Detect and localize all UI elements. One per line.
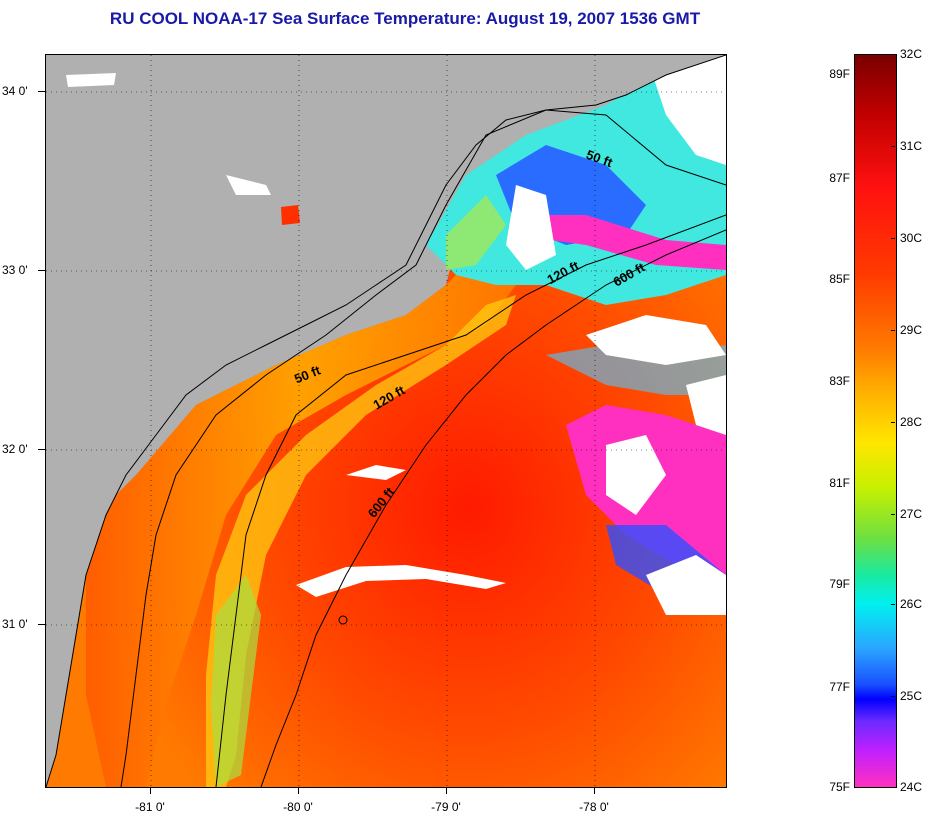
island-2 xyxy=(226,175,271,195)
colorbar-tick xyxy=(891,514,895,515)
lon-label-80: -80 0' xyxy=(283,800,313,814)
isobath-600ft xyxy=(260,229,726,787)
colorbar-f-89: 89F xyxy=(829,67,850,81)
coastline xyxy=(46,55,726,787)
colorbar-c-32: 32C xyxy=(900,47,923,61)
cloud-streak-2 xyxy=(346,465,406,480)
colorbar-c-29: 29C xyxy=(900,323,923,337)
island-1 xyxy=(66,73,116,87)
colorbar-c-27: 27C xyxy=(900,507,923,521)
land-mass xyxy=(46,55,726,787)
lat-tick-31 xyxy=(38,624,45,625)
temperature-colorbar xyxy=(854,54,897,788)
lat-label-33: 33 0' xyxy=(2,263,28,277)
colorbar-tick xyxy=(891,422,895,423)
lon-tick-81 xyxy=(150,787,151,794)
cold-core-magenta xyxy=(516,215,726,270)
colorbar-tick xyxy=(891,238,895,239)
lat-label-32: 32 0' xyxy=(2,442,28,456)
lon-tick-80 xyxy=(298,787,299,794)
colorbar-tick xyxy=(891,696,895,697)
cloud-streak xyxy=(296,565,506,597)
isobath-50ft xyxy=(120,109,726,787)
colorbar-c-24: 24C xyxy=(900,780,923,794)
graticule xyxy=(46,55,726,787)
cloud-east-3 xyxy=(686,375,726,435)
colorbar-tick xyxy=(891,146,895,147)
sst-map-canvas xyxy=(46,55,726,787)
lat-tick-34 xyxy=(38,91,45,92)
colorbar-f-79: 79F xyxy=(829,577,850,591)
colorbar-c-26: 26C xyxy=(900,597,923,611)
colorbar-c-31: 31C xyxy=(900,139,923,153)
colorbar-f-83: 83F xyxy=(829,374,850,388)
colorbar-f-85: 85F xyxy=(829,272,850,286)
island-3 xyxy=(281,205,300,225)
colorbar-c-25: 25C xyxy=(900,689,923,703)
isobath-120ft xyxy=(215,214,726,787)
colorbar-c-28: 28C xyxy=(900,415,923,429)
lon-tick-79 xyxy=(446,787,447,794)
lon-label-81: -81 0' xyxy=(135,800,165,814)
lon-label-79: -79 0' xyxy=(431,800,461,814)
lon-label-78: -78 0' xyxy=(579,800,609,814)
lat-tick-33 xyxy=(38,270,45,271)
map-title: RU COOL NOAA-17 Sea Surface Temperature:… xyxy=(109,9,701,28)
colorbar-f-87: 87F xyxy=(829,171,850,185)
lat-label-34: 34 0' xyxy=(2,84,28,98)
colorbar-tick xyxy=(891,604,895,605)
lat-label-31: 31 0' xyxy=(2,617,28,631)
cloud-north-east xyxy=(646,55,726,165)
sst-map[interactable]: 50 ft 120 ft 600 ft 50 ft 120 ft 600 ft xyxy=(45,54,727,788)
green-north xyxy=(446,195,506,270)
colorbar-f-75: 75F xyxy=(829,780,850,794)
colorbar-c-30: 30C xyxy=(900,231,923,245)
station-marker xyxy=(338,615,348,625)
cloud-north xyxy=(506,185,556,270)
colorbar-f-77: 77F xyxy=(829,680,850,694)
colorbar-tick xyxy=(891,330,895,331)
cloud-east-1 xyxy=(586,315,726,365)
lon-tick-78 xyxy=(594,787,595,794)
cloud-east-2 xyxy=(606,435,666,515)
cloud-east-4 xyxy=(646,555,726,615)
green-patch xyxy=(211,575,261,787)
colorbar-f-81: 81F xyxy=(829,476,850,490)
lat-tick-32 xyxy=(38,449,45,450)
